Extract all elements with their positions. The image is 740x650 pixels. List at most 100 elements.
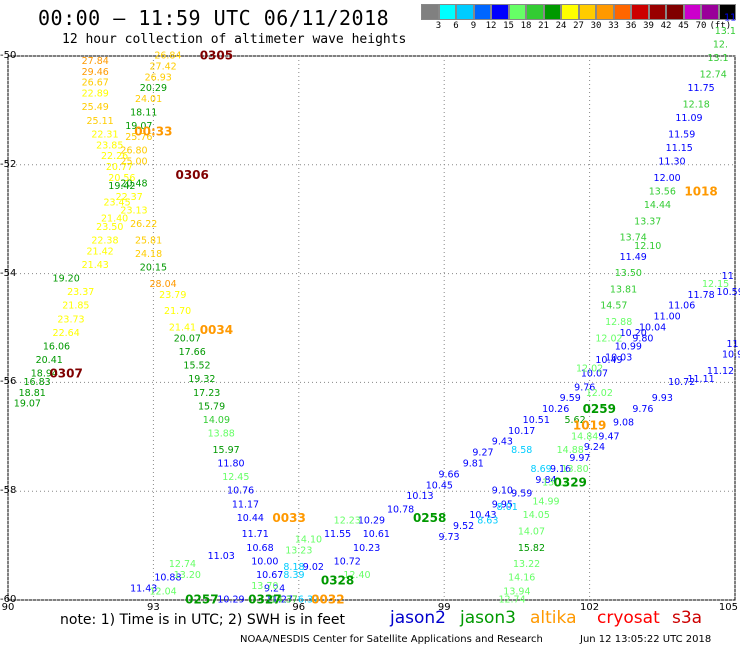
wave-height-label: 11.09 — [675, 113, 702, 124]
wave-height-label: 23.13 — [120, 206, 147, 217]
wave-height-label: 14.09 — [203, 415, 230, 426]
wave-height-label: 13.70 — [251, 581, 278, 592]
wave-height-label: 10.44 — [237, 513, 264, 524]
wave-height-label: 8.39 — [283, 570, 304, 581]
wave-height-label: 9.47 — [598, 431, 619, 442]
wave-height-label: 9.93 — [652, 393, 673, 404]
wave-height-label: 13.50 — [615, 268, 642, 279]
colorbar-swatch — [666, 4, 684, 20]
wave-height-label: 12.15 — [702, 279, 729, 290]
wave-height-label: 21.85 — [62, 301, 89, 312]
y-tick-label: -50 — [0, 50, 17, 61]
wave-height-label: 19.20 — [53, 274, 80, 285]
wave-height-label: 19.32 — [188, 374, 215, 385]
wave-height-label: 23.79 — [159, 290, 186, 301]
wave-height-label: 20.48 — [120, 178, 147, 189]
wave-height-label: 10.26 — [542, 404, 569, 415]
wave-height-label: 11.17 — [232, 499, 259, 510]
colorbar-label: 33 — [608, 21, 619, 31]
colorbar-swatch — [456, 4, 474, 20]
wave-height-label: 17.66 — [179, 347, 206, 358]
wave-height-label: 9.81 — [463, 459, 484, 470]
legend-item-jason2: jason2 — [390, 608, 446, 628]
wave-height-label: 12.10 — [634, 241, 661, 252]
colorbar-label: 39 — [643, 21, 654, 31]
wave-height-label: 11.55 — [324, 529, 351, 540]
pass-time-label: 0259 — [583, 402, 616, 416]
colorbar-swatch — [491, 4, 509, 20]
legend-item-jason3: jason3 — [460, 608, 516, 628]
wave-height-label: 13.20 — [174, 570, 201, 581]
wave-height-label: 10.61 — [363, 529, 390, 540]
wave-height-label: 12.18 — [683, 99, 710, 110]
wave-height-label: 12.02 — [576, 363, 603, 374]
colorbar-label: 12 — [485, 21, 497, 31]
wave-height-label: 10.17 — [508, 426, 535, 437]
wave-height-label: 11 — [724, 12, 736, 23]
wave-height-label: 26.22 — [130, 219, 157, 230]
wave-height-label: 13.94 — [503, 586, 530, 597]
colorbar-label: 3 — [435, 21, 442, 31]
x-tick-label: 93 — [147, 602, 160, 613]
footer-timestamp: Jun 12 13:05:22 UTC 2018 — [580, 634, 712, 645]
wave-height-label: 10.07 — [581, 369, 608, 380]
colorbar-swatch — [508, 4, 526, 20]
wave-height-label: 25.00 — [120, 157, 147, 168]
wave-height-label: 13.80 — [561, 464, 588, 475]
wave-height-label: 14.16 — [508, 573, 535, 584]
pass-time-label: 1018 — [684, 185, 717, 199]
wave-height-label: 10.68 — [246, 543, 273, 554]
colorbar-swatch — [543, 4, 561, 20]
colorbar-swatch — [648, 4, 666, 20]
colorbar-label: 70 — [695, 21, 707, 31]
wave-height-label: 26.80 — [120, 146, 147, 157]
wave-height-label: 10.20 — [620, 328, 647, 339]
wave-height-label: 23.37 — [67, 287, 94, 298]
pass-time-label: 0327 — [248, 593, 281, 607]
wave-height-label: 9.08 — [613, 418, 634, 429]
wave-height-label: 18.94 — [31, 369, 58, 380]
wave-height-label: 24.01 — [135, 94, 162, 105]
wave-height-label: 14.57 — [600, 301, 627, 312]
wave-height-label: 9.24 — [264, 584, 285, 595]
wave-height-label: 17.23 — [193, 388, 220, 399]
wave-height-label: 25.49 — [82, 102, 109, 113]
pass-time-label: 1019 — [573, 418, 606, 432]
wave-height-label: 25.76 — [125, 132, 152, 143]
colorbar-swatch — [473, 4, 491, 20]
wave-height-label: 9.66 — [438, 469, 459, 480]
wave-height-label: 11.00 — [654, 312, 681, 323]
wave-height-label: 28.04 — [149, 279, 176, 290]
wave-height-label: 12.02 — [586, 388, 613, 399]
wave-height-label: 18.81 — [19, 388, 46, 399]
wave-height-label: 22.31 — [91, 129, 118, 140]
colorbar-swatch — [596, 4, 614, 20]
pass-time-label: 0307 — [49, 367, 82, 381]
wave-height-label: 20.15 — [140, 263, 167, 274]
wave-height-label: 9.59 — [511, 488, 532, 499]
wave-height-label: 27.42 — [149, 61, 176, 72]
wave-height-label: 21.41 — [169, 323, 196, 334]
wave-height-label: 12.45 — [222, 472, 249, 483]
wave-height-label: 12.23 — [334, 516, 361, 527]
wave-height-label: 13.1 — [715, 26, 736, 37]
wave-height-label: 20.77 — [106, 162, 133, 173]
footer-credit: NOAA/NESDIS Center for Satellite Applica… — [240, 634, 543, 645]
y-tick-label: -52 — [0, 158, 17, 170]
wave-height-label: 9.27 — [472, 448, 493, 459]
wave-height-label: 9.76 — [632, 404, 653, 415]
pass-time-label: 0033 — [272, 511, 305, 525]
wave-height-label: 11.27 — [266, 595, 293, 606]
x-tick-label: 96 — [292, 602, 306, 613]
wave-height-label: 12.74 — [169, 559, 196, 570]
wave-height-label: 10.13 — [406, 491, 433, 502]
wave-height-label: 12.04 — [149, 586, 176, 597]
wave-height-label: 11.78 — [687, 290, 714, 301]
colorbar-label: 27 — [573, 21, 584, 31]
wave-height-label: 26.67 — [82, 78, 109, 89]
wave-height-label: 11.11 — [687, 374, 714, 385]
wave-height-label: 14.84 — [571, 431, 598, 442]
colorbar-label: 30 — [590, 21, 602, 31]
wave-height-label: 15.79 — [198, 401, 225, 412]
